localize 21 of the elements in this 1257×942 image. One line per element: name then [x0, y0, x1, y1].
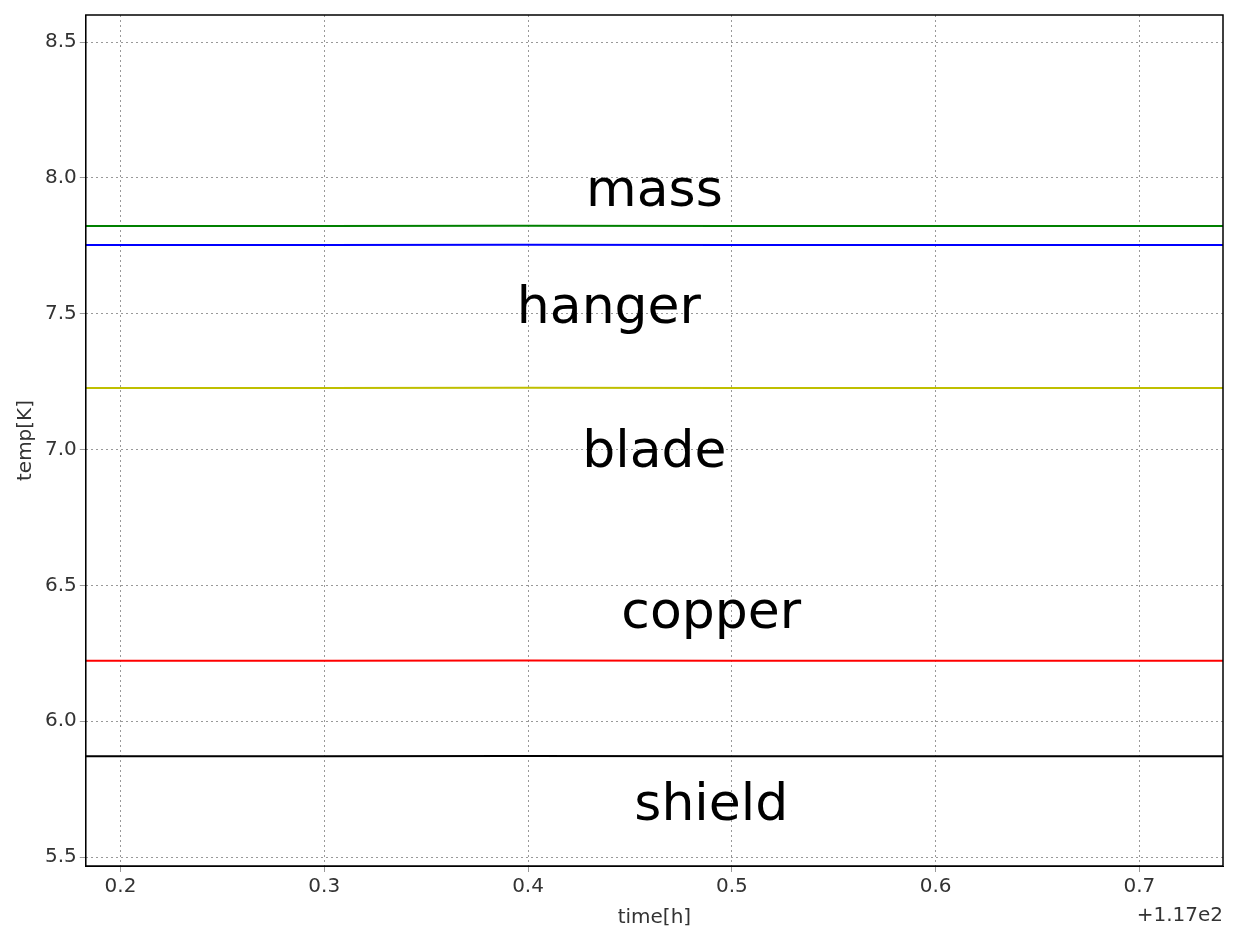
y-tick-label: 6.0 [44, 707, 77, 732]
series-label: shield [634, 771, 789, 832]
y-tick-label: 6.5 [44, 571, 77, 596]
y-axis-title: temp[K] [12, 399, 37, 482]
series-label: hanger [516, 274, 702, 335]
x-tick-label: 0.7 [1123, 873, 1156, 898]
y-tick-label: 7.0 [44, 435, 77, 460]
y-tick-label: 7.5 [44, 299, 77, 324]
y-tick-label: 8.5 [44, 28, 77, 53]
x-tick-label: 0.5 [715, 873, 748, 898]
x-tick-label: 0.2 [104, 873, 137, 898]
y-tick-label: 8.0 [44, 164, 77, 189]
text: +1.17e2 [1136, 902, 1223, 927]
y-tick-label: 5.5 [44, 843, 77, 868]
series-label: mass [586, 157, 723, 218]
series-label: copper [621, 580, 802, 641]
x-tick-label: 0.4 [512, 873, 544, 898]
x-tick-label: 0.3 [308, 873, 341, 898]
series-label: blade [582, 419, 727, 480]
x-axis-title: time[h] [617, 904, 692, 929]
x-tick-label: 0.6 [919, 873, 952, 898]
